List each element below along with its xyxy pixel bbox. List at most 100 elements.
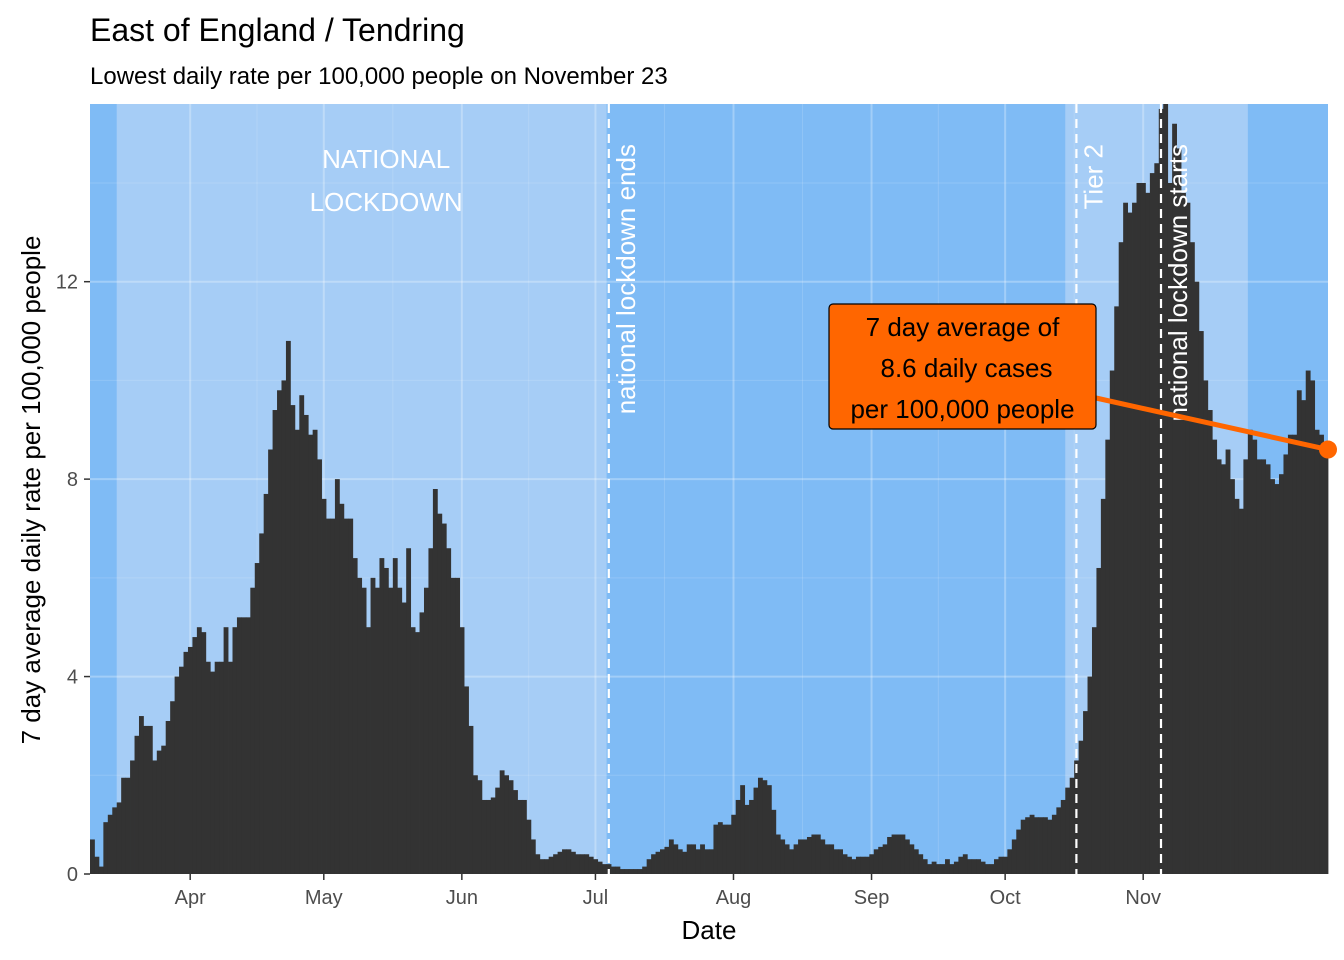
bar [575, 854, 581, 874]
bar [918, 854, 924, 874]
bar [1287, 434, 1293, 874]
bar [343, 518, 349, 874]
bar [415, 632, 420, 874]
bar [272, 410, 278, 874]
bar [949, 864, 955, 874]
bar [668, 839, 674, 874]
bar [864, 856, 870, 874]
bar [152, 760, 158, 874]
bar [838, 849, 843, 874]
bar [183, 651, 189, 874]
bar [980, 861, 986, 874]
bar [544, 859, 550, 874]
bar [775, 834, 781, 874]
bar [1252, 439, 1258, 874]
bar [757, 777, 763, 874]
bar [855, 856, 861, 874]
bar [1114, 306, 1120, 874]
bar [1270, 479, 1275, 874]
y-axis: 0 4 8 12 [56, 272, 90, 886]
bar [236, 617, 242, 874]
bar [1305, 370, 1311, 874]
bar [1154, 163, 1160, 874]
bar [882, 844, 888, 874]
bar [1109, 370, 1115, 874]
bar [1149, 173, 1155, 875]
bar [896, 834, 901, 874]
bar [562, 849, 567, 874]
x-tick-label: Sep [854, 887, 890, 909]
bar [1292, 434, 1298, 874]
bar [228, 661, 233, 874]
bar [958, 856, 964, 874]
bar [931, 861, 937, 874]
bar [922, 859, 928, 874]
bar [370, 577, 376, 874]
bar [1247, 429, 1253, 874]
bar [1096, 567, 1102, 874]
bar [940, 864, 946, 874]
bar [793, 844, 799, 874]
bar [245, 617, 251, 874]
bar [1274, 484, 1280, 874]
bar [116, 802, 122, 874]
bar [624, 869, 630, 874]
x-tick-label: Nov [1125, 887, 1161, 909]
bar [726, 824, 732, 874]
x-tick-label: Apr [175, 887, 206, 909]
bar [98, 866, 104, 874]
callout-text-line: 7 day average of [866, 312, 1060, 342]
bar [602, 864, 607, 874]
bar [339, 503, 345, 874]
x-tick-label: Aug [716, 887, 752, 909]
bar [780, 839, 786, 874]
bar [1083, 711, 1088, 874]
bar [700, 844, 705, 874]
bar [201, 632, 207, 874]
y-axis-title: 7 day average daily rate per 100,000 peo… [16, 236, 46, 745]
bar [971, 859, 977, 874]
bar [1234, 498, 1240, 874]
bar [1207, 410, 1213, 874]
bar [749, 799, 754, 874]
bar [388, 587, 394, 874]
bar [112, 807, 118, 874]
bar [1056, 807, 1062, 874]
bar [392, 558, 398, 874]
bar [147, 725, 153, 874]
bar [891, 834, 897, 874]
callout-point [1319, 440, 1337, 459]
bar [334, 479, 340, 874]
bar [962, 854, 968, 874]
bar [695, 849, 701, 874]
bar [499, 770, 505, 874]
bar [945, 859, 950, 874]
bar [281, 380, 287, 874]
bar [138, 716, 144, 874]
bar [722, 824, 728, 874]
bar [842, 854, 848, 874]
x-axis: Apr May Jun Jul Aug Sep Oct Nov [175, 874, 1161, 909]
bar [1167, 182, 1173, 874]
bar [584, 854, 590, 874]
bar [913, 849, 919, 874]
bar [192, 637, 198, 874]
bar [1145, 192, 1151, 874]
bar [423, 587, 429, 874]
chart-title: East of England / Tendring [90, 12, 465, 48]
bar [1310, 380, 1316, 874]
bar [437, 513, 443, 874]
bar [94, 856, 100, 874]
bar [1243, 459, 1249, 874]
bar [557, 851, 563, 874]
bar [535, 854, 541, 874]
y-tick-label: 12 [56, 272, 78, 294]
bar [655, 851, 661, 874]
bar [1256, 459, 1262, 874]
bar [446, 548, 452, 874]
bar [927, 864, 933, 874]
y-tick-label: 4 [67, 667, 78, 689]
bar [383, 567, 389, 874]
bar [753, 787, 759, 874]
